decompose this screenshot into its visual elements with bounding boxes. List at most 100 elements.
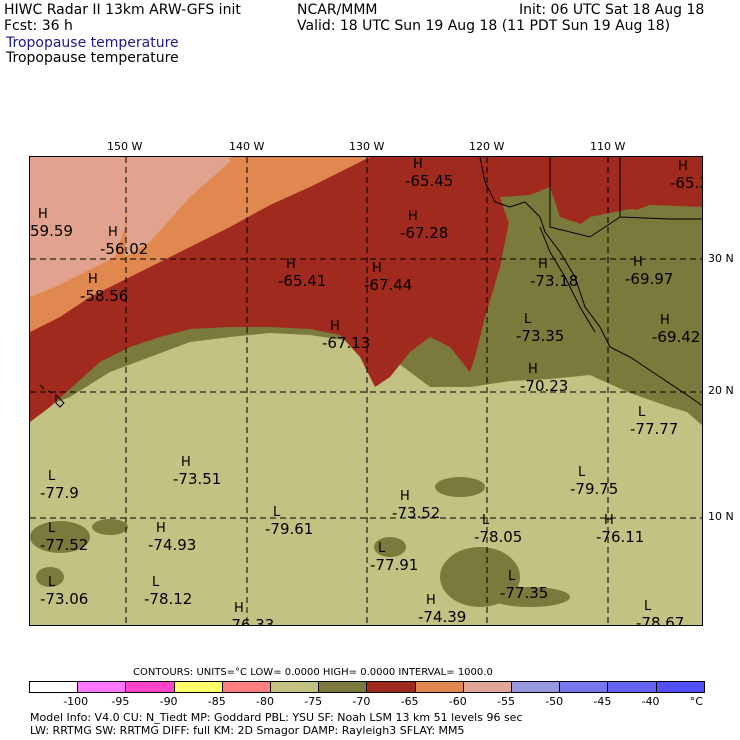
extremum-type: H bbox=[38, 207, 48, 222]
lon-label-130w: 130 W bbox=[349, 140, 385, 153]
extremum-type: L bbox=[378, 541, 386, 556]
extremum-type: H bbox=[678, 159, 688, 174]
extremum-marker: H -73.18 bbox=[530, 257, 578, 289]
extremum-value: -56.02 bbox=[100, 240, 149, 258]
extremum-marker: H -73.51 bbox=[173, 455, 221, 487]
colorbar-swatch bbox=[414, 681, 464, 693]
extremum-marker: H -67.13 bbox=[322, 319, 370, 351]
colorbar-tick-label: -95 bbox=[111, 695, 130, 708]
lat-label-30n: 30 N bbox=[708, 252, 734, 265]
extremum-marker: L -77.9 bbox=[40, 469, 79, 501]
extremum-marker: H -65.45 bbox=[405, 157, 453, 189]
extremum-type: H bbox=[408, 209, 418, 224]
map-title: HIWC Radar II 13km ARW-GFS init bbox=[4, 2, 241, 18]
colorbar-swatch bbox=[125, 681, 175, 693]
extremum-marker: H-65.3 bbox=[670, 159, 702, 191]
map-field-svg bbox=[30, 157, 702, 625]
colorbar-tick-label: -80 bbox=[256, 695, 274, 708]
extremum-marker: H -69.42 bbox=[652, 313, 700, 345]
colorbar-swatch bbox=[559, 681, 609, 693]
contour-info: CONTOURS: UNITS=°C LOW= 0.0000 HIGH= 0.0… bbox=[133, 667, 493, 678]
extremum-type: H bbox=[604, 513, 614, 528]
extremum-type: H bbox=[108, 225, 118, 240]
tropopause-temperature-map: H-65.45H-65.3H59.59H-56.02H-58.56H-65.41… bbox=[29, 156, 703, 626]
extremum-type: H bbox=[633, 255, 643, 270]
extremum-value: -77.91 bbox=[370, 556, 419, 574]
extremum-marker: L -77.77 bbox=[630, 405, 678, 437]
source-label: NCAR/MMM bbox=[297, 2, 378, 18]
extremum-marker: L -79.75 bbox=[570, 465, 618, 497]
lon-label-150w: 150 W bbox=[107, 140, 143, 153]
field-name-blue: Tropopause temperature bbox=[6, 35, 179, 51]
extremum-type: L bbox=[48, 575, 56, 590]
extremum-value: -76.33 bbox=[226, 616, 275, 626]
colorbar-swatch bbox=[173, 681, 223, 693]
colorbar-swatch bbox=[607, 681, 657, 693]
forecast-hour: Fcst: 36 h bbox=[4, 18, 73, 34]
field-pink bbox=[30, 157, 230, 297]
field-name-black: Tropopause temperature bbox=[6, 50, 179, 66]
extremum-type: H bbox=[156, 521, 166, 536]
extremum-value: -69.42 bbox=[652, 328, 701, 346]
lat-label-10n: 10 N bbox=[708, 510, 734, 523]
extremum-type: L bbox=[578, 465, 586, 480]
colorbar-tick-label: -65 bbox=[400, 695, 419, 708]
extremum-type: H bbox=[538, 257, 548, 272]
colorbar-swatch bbox=[29, 681, 79, 693]
extremum-marker: L -77.35 bbox=[500, 569, 548, 601]
extremum-type: H bbox=[400, 489, 410, 504]
extremum-marker: H -69.97 bbox=[625, 255, 673, 287]
extremum-marker: H -74.93 bbox=[148, 521, 196, 553]
extremum-marker: H -56.02 bbox=[100, 225, 148, 257]
init-time: Init: 06 UTC Sat 18 Aug 18 bbox=[519, 2, 705, 18]
state-borders bbox=[549, 157, 702, 238]
extremum-marker: H -76.33 bbox=[226, 601, 275, 626]
colorbar-swatch bbox=[221, 681, 271, 693]
extremum-type: L bbox=[482, 513, 490, 528]
extremum-value: -78.67 bbox=[636, 614, 685, 626]
extremum-marker: H -70.23 bbox=[520, 362, 568, 394]
extremum-marker: H 59.59 bbox=[30, 207, 73, 239]
extremum-value: -73.06 bbox=[40, 590, 89, 608]
extremum-type: L bbox=[638, 405, 646, 420]
extremum-value: -67.28 bbox=[400, 224, 449, 242]
extremum-value: -65.41 bbox=[278, 272, 327, 290]
colorbar-tick-label: -75 bbox=[304, 695, 323, 708]
colorbar-tick-label: -55 bbox=[497, 695, 515, 708]
extremum-type: L bbox=[508, 569, 516, 584]
extremum-marker: L -73.35 bbox=[516, 312, 564, 344]
model-info-line2: LW: RRTMG SW: RRTMG DIFF: full KM: 2D Sm… bbox=[30, 724, 465, 737]
valid-time: Valid: 18 UTC Sun 19 Aug 18 (11 PDT Sun … bbox=[297, 18, 671, 34]
extremum-marker: L -78.12 bbox=[144, 575, 192, 607]
extremum-value: -65.45 bbox=[405, 172, 454, 190]
extremum-value: -58.56 bbox=[80, 287, 129, 305]
extremum-marker: H -76.11 bbox=[596, 513, 644, 545]
extremum-value: -77.9 bbox=[40, 484, 79, 502]
colorbar-swatch bbox=[270, 681, 320, 693]
colorbar-tick-label: -90 bbox=[159, 695, 178, 708]
extremum-marker: H -67.28 bbox=[400, 209, 448, 241]
colorbar-tick-label: -70 bbox=[352, 695, 371, 708]
colorbar-swatch bbox=[511, 681, 561, 693]
extremum-type: H bbox=[286, 257, 296, 272]
extremum-value: -73.51 bbox=[173, 470, 222, 488]
extremum-type: L bbox=[524, 312, 532, 327]
extremum-marker: H -67.44 bbox=[364, 261, 412, 293]
extremum-marker: L -79.61 bbox=[265, 505, 313, 537]
lat-label-20n: 20 N bbox=[708, 384, 734, 397]
extremum-type: H bbox=[426, 593, 436, 608]
lon-label-110w: 110 W bbox=[590, 140, 626, 153]
extremum-value: -73.35 bbox=[516, 327, 565, 345]
extremum-type: H bbox=[528, 362, 538, 377]
extremum-marker: H -58.56 bbox=[80, 272, 128, 304]
extremum-value: -73.18 bbox=[530, 272, 579, 290]
extremum-value: -76.11 bbox=[596, 528, 645, 546]
extremum-value: -77.52 bbox=[40, 536, 89, 554]
colorbar-tick-label: -45 bbox=[593, 695, 612, 708]
colorbar-swatch bbox=[77, 681, 127, 693]
extremum-value: -77.35 bbox=[500, 584, 549, 602]
extremum-type: H bbox=[181, 455, 191, 470]
extremum-value: -74.93 bbox=[148, 536, 197, 554]
extremum-value: -73.52 bbox=[392, 504, 441, 522]
model-info-line1: Model Info: V4.0 CU: N_Tiedt MP: Goddard… bbox=[30, 711, 523, 724]
